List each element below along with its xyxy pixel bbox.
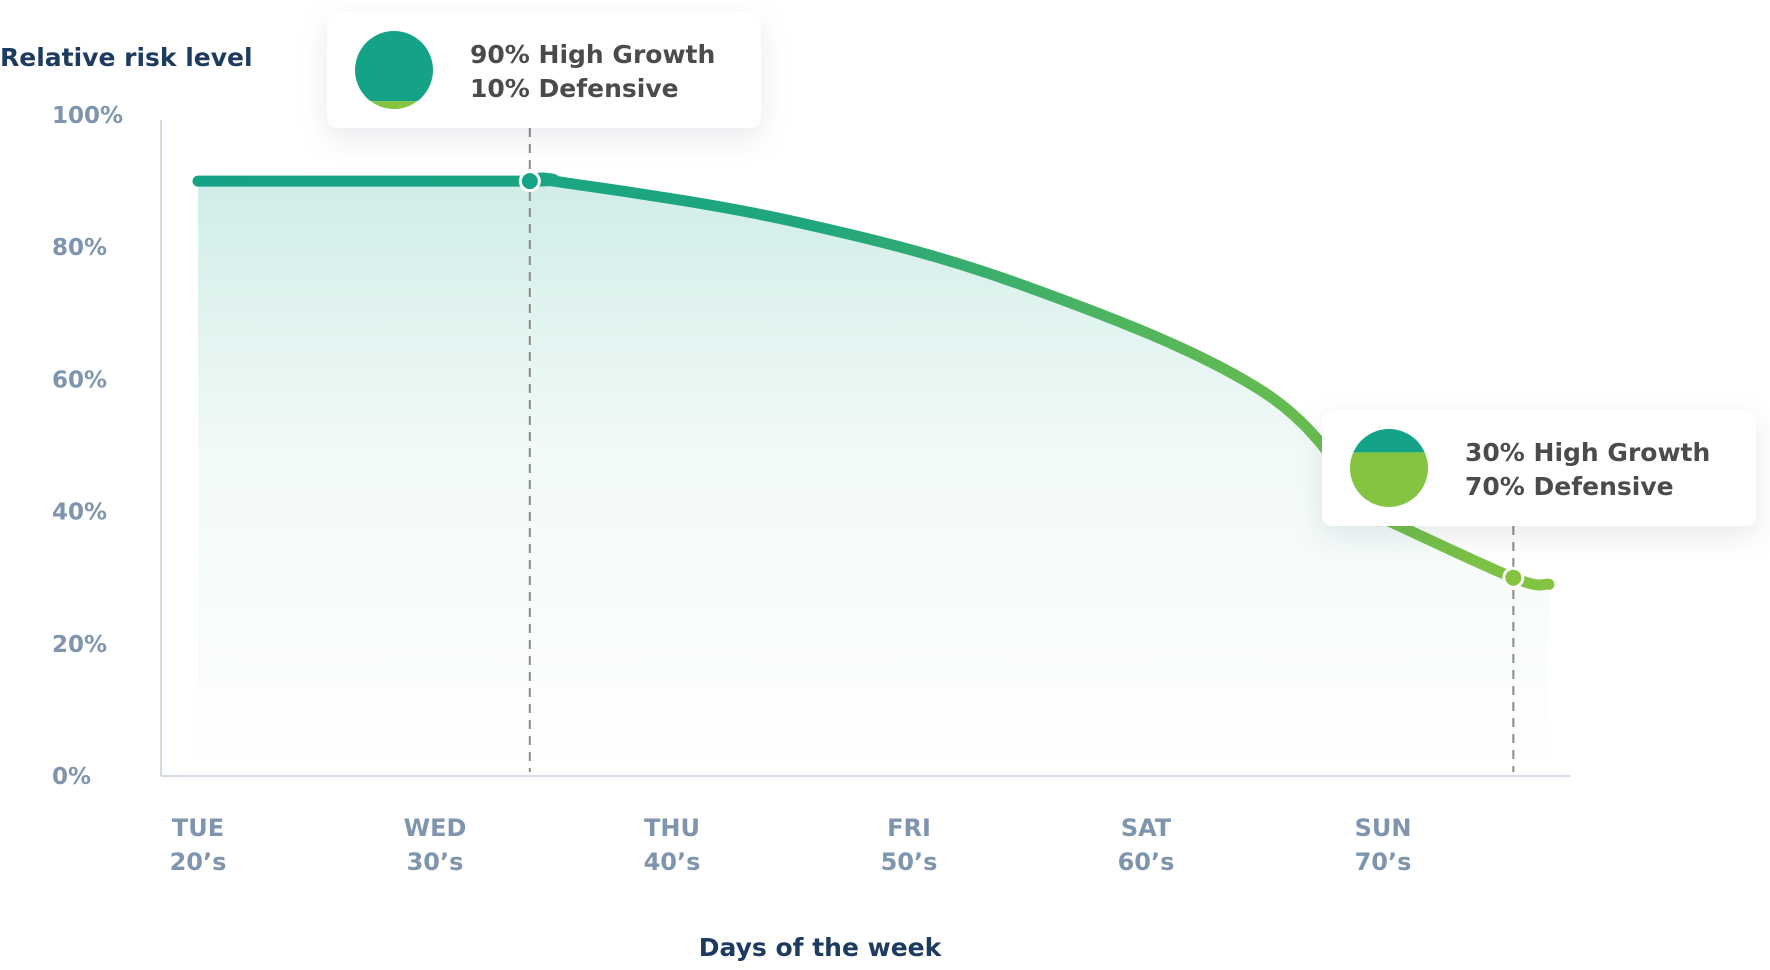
y-tick-label: 100% [52,103,123,129]
x-tick-age: 40’s [644,848,701,876]
data-point-marker [521,173,538,190]
callout-high-growth-text: 30% High Growth [1465,438,1711,467]
x-tick-day: FRI [887,814,931,842]
defensive-segment [355,101,433,109]
risk-area-fill [198,177,1549,776]
x-tick-age: 70’s [1355,848,1412,876]
allocation-pie-icon [1350,429,1428,507]
y-tick-label: 20% [52,632,107,658]
allocation-callout: 90% High Growth 10% Defensive [327,12,761,128]
x-tick-age: 30’s [407,848,464,876]
x-tick-age: 50’s [881,848,938,876]
callout-defensive-text: 10% Defensive [470,74,679,103]
y-tick-label: 80% [52,235,107,261]
x-tick-age: 20’s [170,848,227,876]
x-tick-age: 60’s [1118,848,1175,876]
callout-defensive-text: 70% Defensive [1465,472,1674,501]
callout-high-growth-text: 90% High Growth [470,40,716,69]
y-axis-title: Relative risk level [0,43,253,72]
allocation-pie-icon [355,31,433,109]
y-tick-label: 60% [52,367,107,393]
data-point-marker [1505,569,1522,586]
y-tick-label: 0% [52,764,91,790]
defensive-segment [1350,452,1428,507]
high-growth-segment [1350,429,1428,453]
x-axis-title: Days of the week [699,933,943,962]
x-tick-day: SUN [1355,814,1412,842]
allocation-callout: 30% High Growth 70% Defensive [1322,410,1756,526]
x-tick-day: TUE [172,814,224,842]
x-tick-day: WED [404,814,467,842]
y-tick-label: 40% [52,500,107,526]
x-tick-day: THU [644,814,700,842]
high-growth-segment [355,31,433,102]
x-tick-day: SAT [1121,814,1172,842]
